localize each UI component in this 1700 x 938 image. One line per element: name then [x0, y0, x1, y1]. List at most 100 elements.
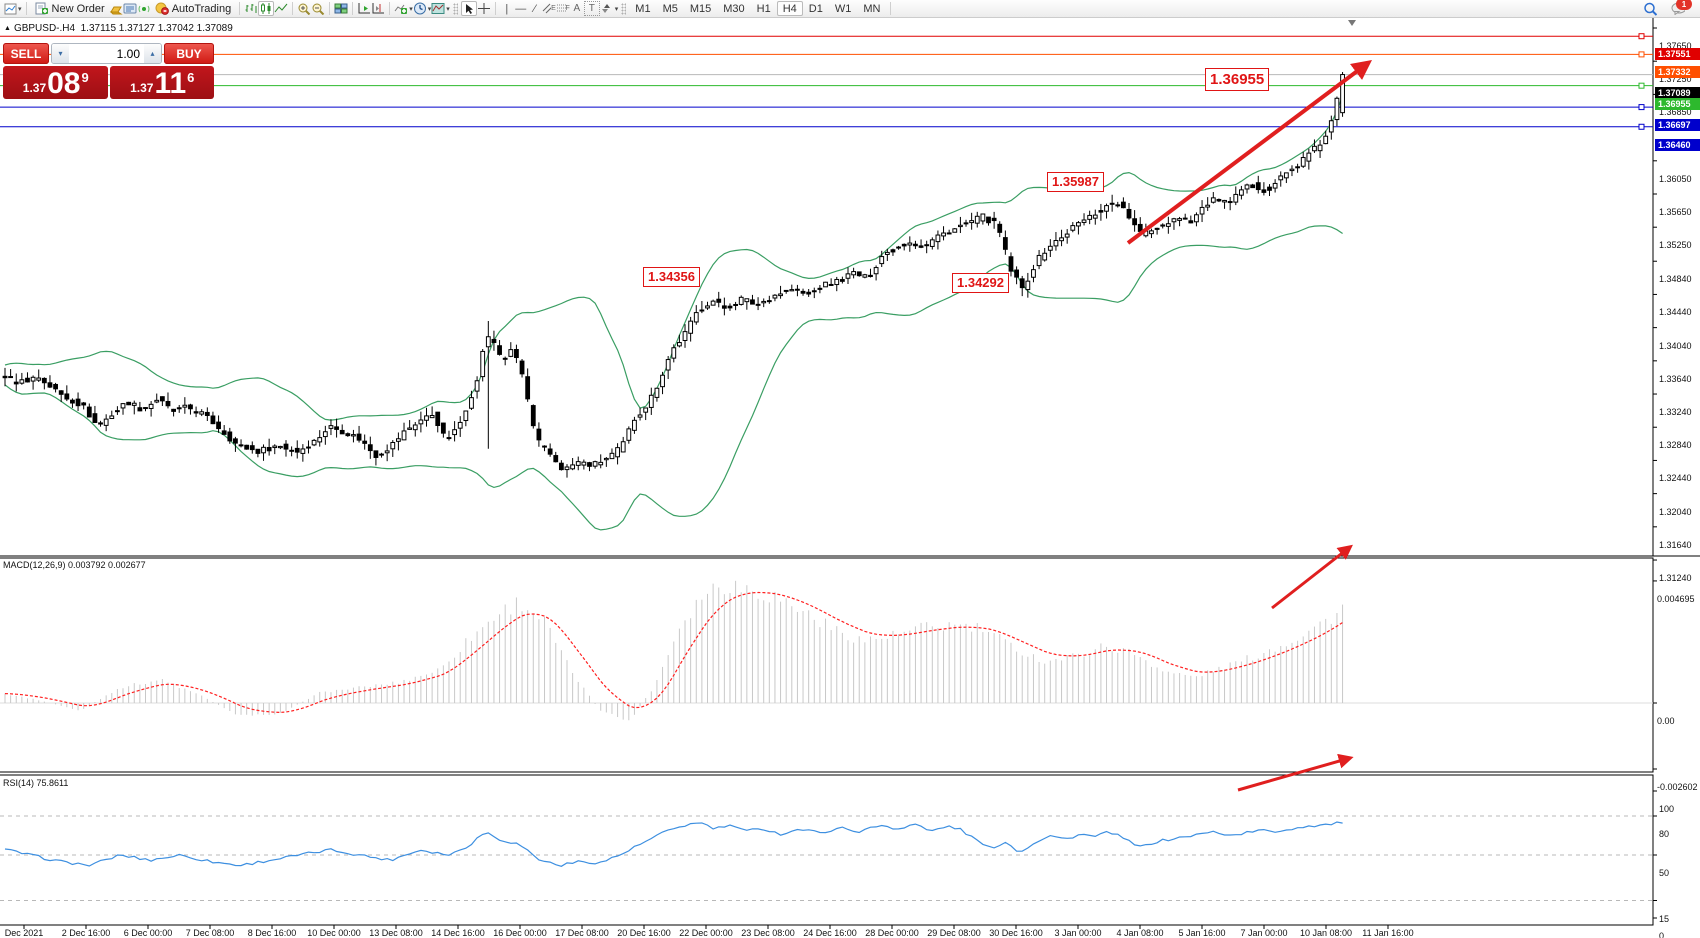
volume-decrease-button[interactable]: ▾ — [52, 44, 69, 63]
rsi-pane-frame — [0, 774, 1654, 926]
bollinger-bands — [4, 95, 1344, 531]
toolbar-separator — [239, 2, 241, 15]
zoom-in-icon[interactable] — [297, 2, 311, 15]
line-chart-icon[interactable] — [274, 2, 288, 15]
chart-plot-area[interactable] — [0, 18, 1700, 938]
periods-clock-icon[interactable] — [413, 2, 427, 15]
time-axis-label: 10 Jan 08:00 — [1299, 928, 1353, 938]
price-axis-tick: 1.35250 — [1659, 240, 1692, 251]
price-axis-tick: 1.32840 — [1659, 440, 1692, 451]
time-axis-label: 13 Dec 08:00 — [369, 928, 423, 938]
arrows-tool-icon[interactable] — [600, 2, 614, 15]
chevron-down-icon[interactable]: ▾ — [427, 5, 432, 13]
volume-increase-button[interactable]: ▴ — [144, 44, 161, 63]
chart-shift-marker[interactable] — [1348, 20, 1356, 26]
toolbar-separator — [329, 2, 331, 15]
zoom-out-icon[interactable] — [311, 2, 325, 15]
trend-arrow[interactable] — [1126, 60, 1372, 245]
indicators-icon[interactable] — [394, 2, 408, 15]
text-icon[interactable]: A — [573, 3, 581, 14]
autotrading-button[interactable]: AutoTrading — [151, 1, 236, 17]
cursor-icon[interactable] — [460, 1, 477, 16]
timeframe-m5[interactable]: M5 — [657, 1, 684, 16]
sell-price-pip: 9 — [81, 70, 89, 85]
trendline-icon[interactable]: ⁄ — [533, 2, 536, 15]
timeframe-h1[interactable]: H1 — [751, 1, 777, 16]
timeframe-m15[interactable]: M15 — [684, 1, 717, 16]
price-axis-tick: 1.34440 — [1659, 307, 1692, 318]
tile-windows-icon[interactable] — [334, 2, 348, 15]
time-axis-label: 7 Dec 08:00 — [185, 928, 235, 938]
price-badge: 1.37089 — [1655, 86, 1700, 99]
volume-stepper: ▾ ▴ — [51, 43, 162, 64]
candlestick-chart-icon[interactable] — [258, 1, 275, 16]
timeframe-d1[interactable]: D1 — [803, 1, 829, 16]
sell-price-main: 1.37 — [22, 81, 47, 95]
sell-price-display[interactable]: 1.37 08 9 — [3, 66, 108, 99]
price-axis-tick: 1.34840 — [1659, 274, 1692, 285]
fibonacci-icon[interactable]: F — [556, 4, 570, 12]
new-order-button[interactable]: New Order — [31, 1, 109, 17]
horizontal-level-lines[interactable] — [0, 33, 1653, 130]
equidistant-channel-icon[interactable]: E — [542, 2, 556, 15]
toolbar-grip — [621, 2, 627, 15]
sell-price-big: 08 — [47, 67, 81, 100]
crosshair-icon[interactable] — [477, 2, 491, 15]
time-axis-label: Dec 2021 — [4, 928, 44, 938]
buy-button[interactable]: BUY — [164, 43, 214, 64]
volume-input[interactable] — [69, 44, 144, 63]
macd-indicator-label: MACD(12,26,9) 0.003792 0.002677 — [3, 560, 146, 570]
trend-arrow[interactable] — [1237, 753, 1354, 792]
price-annotation[interactable]: 1.34356 — [643, 267, 700, 287]
chevron-down-icon[interactable]: ▾ — [446, 5, 450, 13]
chevron-down-icon[interactable]: ▾ — [18, 5, 22, 13]
timeframe-mn[interactable]: MN — [857, 1, 886, 16]
price-annotation[interactable]: 1.36955 — [1205, 68, 1270, 91]
gold-bullion-icon[interactable] — [109, 2, 123, 15]
timeframe-m1[interactable]: M1 — [629, 1, 656, 16]
sell-button[interactable]: SELL — [3, 43, 49, 64]
price-axis-tick: 1.34040 — [1659, 340, 1692, 351]
toolbar-separator — [292, 2, 294, 15]
chat-icon[interactable]: 1 — [1671, 0, 1692, 15]
chevron-down-icon[interactable]: ▾ — [409, 5, 413, 13]
templates-icon[interactable] — [431, 2, 445, 15]
signals-icon[interactable] — [137, 2, 151, 15]
price-axis-tick: 1.33640 — [1659, 373, 1692, 384]
timeframe-h4[interactable]: H4 — [776, 1, 803, 16]
chart-shift-icon[interactable] — [371, 2, 385, 15]
text-label-icon[interactable]: T — [583, 1, 600, 16]
market-depth-icon[interactable] — [123, 2, 137, 15]
price-annotation[interactable]: 1.34292 — [952, 273, 1009, 293]
search-icon[interactable] — [1643, 2, 1657, 16]
timeframe-m30[interactable]: M30 — [717, 1, 750, 16]
rsi-axis-tick: 50 — [1659, 868, 1670, 878]
time-axis-label: 30 Dec 16:00 — [989, 928, 1043, 938]
time-axis-label: 14 Dec 16:00 — [431, 928, 485, 938]
bar-chart-icon[interactable] — [244, 2, 258, 15]
auto-scroll-icon[interactable] — [357, 2, 371, 15]
price-axis-tick: 1.37250 — [1659, 74, 1692, 85]
main-toolbar: ▾ New Order AutoTrading — [0, 0, 1700, 18]
chart-title: ▲ GBPUSD-.H4 1.37115 1.37127 1.37042 1.37… — [4, 23, 233, 34]
chart-ohlc-values: 1.37115 1.37127 1.37042 1.37089 — [80, 23, 233, 34]
rsi-axis-tick: 100 — [1659, 804, 1675, 814]
trend-arrow[interactable] — [1271, 544, 1353, 610]
buy-price-display[interactable]: 1.37 11 6 — [109, 66, 214, 99]
time-axis-label: 3 Jan 00:00 — [1054, 928, 1102, 938]
time-axis-label: 16 Dec 00:00 — [493, 928, 547, 938]
vertical-line-icon[interactable]: | — [505, 2, 509, 15]
chevron-down-icon[interactable]: ▾ — [614, 5, 619, 13]
time-axis-label: 6 Dec 00:00 — [123, 928, 173, 938]
horizontal-line-icon[interactable]: — — [515, 2, 527, 15]
price-badge: 1.37332 — [1655, 66, 1700, 79]
timeframe-w1[interactable]: W1 — [829, 1, 858, 16]
toolbar-grip — [452, 2, 458, 15]
time-axis-label: 11 Jan 16:00 — [1362, 928, 1414, 938]
buy-price-main: 1.37 — [130, 81, 154, 95]
buy-price-pip: 6 — [187, 70, 195, 85]
autotrading-icon — [155, 2, 169, 15]
price-badge: 1.36697 — [1655, 119, 1700, 132]
chart-window-icon[interactable] — [3, 2, 17, 15]
price-annotation[interactable]: 1.35987 — [1047, 172, 1104, 192]
